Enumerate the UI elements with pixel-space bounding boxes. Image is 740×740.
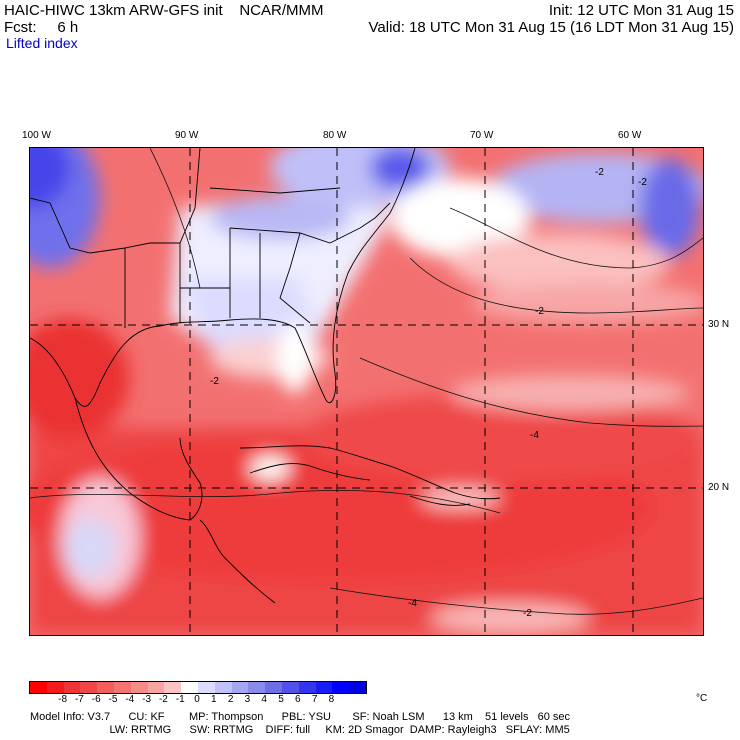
lifted-index-map: -2 -2 -2 -4 -4 -2 -2 [29, 147, 704, 636]
colorbar-swatch [113, 682, 131, 693]
colorbar-tick-label: -3 [142, 694, 152, 705]
colorbar-swatch [298, 682, 316, 693]
lon-label-90w: 90 W [175, 130, 199, 141]
field-name: Lifted index [6, 35, 78, 51]
colorbar-tick-label: -5 [108, 694, 118, 705]
colorbar-tick-label: 5 [278, 694, 284, 705]
colorbar-swatch [349, 682, 366, 693]
contour-value-labels: -2 -2 -2 -4 -4 -2 -2 [210, 167, 647, 619]
lat-label-20n: 20 N [708, 482, 730, 493]
field-shading [30, 148, 703, 635]
lon-label-100w: 100 W [22, 130, 51, 141]
contour-label: -2 [595, 167, 604, 178]
model-title: HAIC-HIWC 13km ARW-GFS init NCAR/MMM [4, 2, 324, 19]
colorbar-swatch [164, 682, 182, 693]
model-info-line-2: LW: RRTMG SW: RRTMG DIFF: full KM: 2D Sm… [30, 724, 570, 736]
model-info-line-1: Model Info: V3.7 CU: KF MP: Thompson PBL… [30, 711, 571, 723]
colorbar-tick-label: 1 [211, 694, 217, 705]
colorbar-tick-label: 4 [261, 694, 267, 705]
colorbar-swatch [248, 682, 266, 693]
lon-label-60w: 60 W [618, 130, 642, 141]
colorbar-swatch [97, 682, 114, 693]
colorbar-swatch [181, 682, 198, 693]
coastlines [30, 148, 501, 604]
colorbar-swatch [214, 682, 232, 693]
colorbar-tick-label: -1 [175, 694, 185, 705]
colorbar-tick-label: 7 [311, 694, 318, 705]
colorbar-swatch [80, 682, 98, 693]
colorbar-swatch [147, 682, 165, 693]
lon-label-70w: 70 W [470, 130, 494, 141]
init-time: Init: 12 UTC Mon 31 Aug 15 [548, 2, 734, 19]
colorbar-swatch [315, 682, 333, 693]
colorbar-swatch [281, 682, 299, 693]
colorbar-tick-label: -4 [125, 694, 135, 705]
graticule [30, 148, 703, 635]
contour-label: -4 [530, 430, 539, 441]
colorbar-tick-label: -2 [158, 694, 168, 705]
colorbar-tick-label: 6 [295, 694, 301, 705]
valid-time: Valid: 18 UTC Mon 31 Aug 15 (16 LDT Mon … [368, 19, 735, 36]
colorbar-ticks: -8 -7 -6 -5 -4 -3 -2 -1 0 1 2 3 4 5 6 7 8 [29, 694, 367, 706]
colorbar-tick-label: 3 [244, 694, 251, 705]
colorbar-swatch [46, 682, 64, 693]
forecast-hour: Fcst: 6 h [4, 19, 79, 36]
colorbar-tick-label: 2 [227, 694, 234, 705]
colorbar [29, 681, 367, 694]
contour-label: -2 [210, 376, 219, 387]
contour-lines [30, 148, 703, 615]
colorbar-tick-label: -6 [91, 694, 101, 705]
contour-label: -4 [408, 598, 417, 609]
colorbar-tick-label: 8 [328, 694, 335, 705]
colorbar-swatch [63, 682, 81, 693]
colorbar-tick-label: -8 [58, 694, 68, 705]
colorbar-swatch [130, 682, 148, 693]
map-canvas: -2 -2 -2 -4 -4 -2 -2 [30, 148, 703, 635]
colorbar-swatch [30, 682, 47, 693]
contour-label: -2 [535, 306, 544, 317]
colorbar-swatch [231, 682, 249, 693]
colorbar-swatch [197, 682, 215, 693]
lon-label-80w: 80 W [323, 130, 347, 141]
colorbar-tick-label: 0 [194, 694, 200, 705]
contour-label: -2 [523, 608, 532, 619]
lat-label-30n: 30 N [708, 319, 730, 330]
contour-label: -2 [638, 177, 647, 188]
units-label: °C [696, 693, 708, 704]
colorbar-legend: -8 -7 -6 -5 -4 -3 -2 -1 0 1 2 3 4 5 6 7 8 [29, 681, 367, 706]
colorbar-tick-label: -7 [74, 694, 84, 705]
colorbar-swatch [332, 682, 350, 693]
colorbar-swatch [265, 682, 282, 693]
